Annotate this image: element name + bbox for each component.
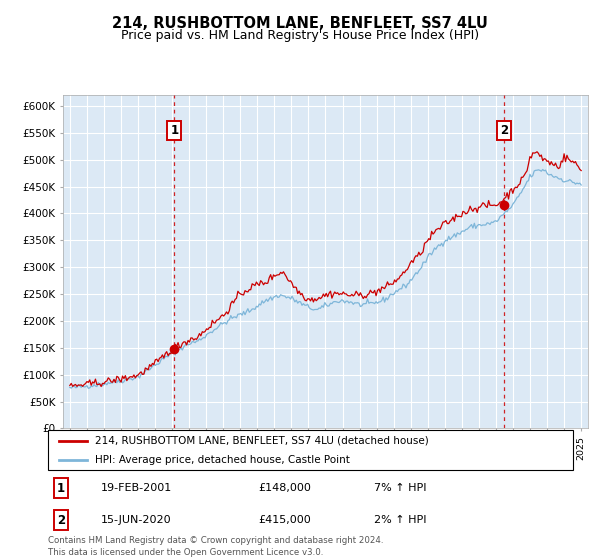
Text: 214, RUSHBOTTOM LANE, BENFLEET, SS7 4LU (detached house): 214, RUSHBOTTOM LANE, BENFLEET, SS7 4LU … (95, 436, 429, 446)
Text: 2% ↑ HPI: 2% ↑ HPI (373, 515, 426, 525)
Text: HPI: Average price, detached house, Castle Point: HPI: Average price, detached house, Cast… (95, 455, 350, 464)
Text: 7% ↑ HPI: 7% ↑ HPI (373, 483, 426, 493)
Text: Price paid vs. HM Land Registry's House Price Index (HPI): Price paid vs. HM Land Registry's House … (121, 29, 479, 42)
Text: Contains HM Land Registry data © Crown copyright and database right 2024.
This d: Contains HM Land Registry data © Crown c… (48, 536, 383, 557)
Text: 2: 2 (57, 514, 65, 527)
Text: 15-JUN-2020: 15-JUN-2020 (101, 515, 171, 525)
Text: £415,000: £415,000 (258, 515, 311, 525)
Text: 1: 1 (57, 482, 65, 494)
Text: 1: 1 (170, 124, 178, 137)
Text: 2: 2 (500, 124, 508, 137)
Text: 19-FEB-2001: 19-FEB-2001 (101, 483, 172, 493)
Text: 214, RUSHBOTTOM LANE, BENFLEET, SS7 4LU: 214, RUSHBOTTOM LANE, BENFLEET, SS7 4LU (112, 16, 488, 31)
FancyBboxPatch shape (48, 430, 573, 470)
Text: £148,000: £148,000 (258, 483, 311, 493)
